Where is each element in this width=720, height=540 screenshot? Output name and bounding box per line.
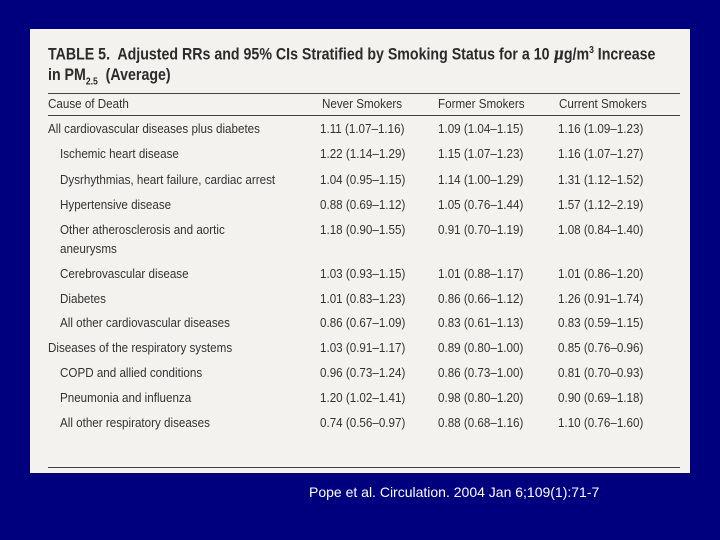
title-pm-sub: 2.5 — [85, 75, 98, 87]
current-smokers-cell: 0.85 (0.76–0.96) — [558, 341, 644, 355]
never-smokers-cell: 0.96 (0.73–1.24) — [320, 366, 406, 380]
table-scan: TABLE 5. Adjusted RRs and 95% CIs Strati… — [30, 29, 690, 473]
header-current-smokers: Current Smokers — [559, 97, 647, 111]
title-line-2: in PM2.5 (Average) — [48, 65, 590, 92]
never-smokers-cell: 1.04 (0.95–1.15) — [320, 173, 406, 187]
never-smokers-cell: 1.20 (1.02–1.41) — [320, 391, 406, 405]
current-smokers-cell: 1.08 (0.84–1.40) — [558, 223, 644, 237]
current-smokers-cell: 0.83 (0.59–1.15) — [558, 316, 644, 330]
never-smokers-cell: 0.74 (0.56–0.97) — [320, 416, 406, 430]
title-end: Increase — [597, 45, 656, 64]
cause-cell: Other atherosclerosis and aortic — [60, 223, 225, 237]
title-unit-sup: 3 — [589, 45, 594, 56]
cause-cell: Pneumonia and influenza — [60, 391, 192, 405]
header-rule — [48, 115, 680, 116]
never-smokers-cell: 1.03 (0.93–1.15) — [320, 267, 406, 281]
header-former-smokers: Former Smokers — [438, 97, 525, 111]
header-cause-of-death: Cause of Death — [48, 97, 129, 111]
current-smokers-cell: 1.01 (0.86–1.20) — [558, 267, 644, 281]
current-smokers-cell: 1.31 (1.12–1.52) — [558, 173, 644, 187]
former-smokers-cell: 1.01 (0.88–1.17) — [438, 267, 524, 281]
current-smokers-cell: 1.16 (1.07–1.27) — [558, 147, 644, 161]
cause-cell: All cardiovascular diseases plus diabete… — [48, 122, 260, 136]
former-smokers-cell: 1.14 (1.00–1.29) — [438, 173, 524, 187]
never-smokers-cell: 1.22 (1.14–1.29) — [320, 147, 406, 161]
cause-cell: Cerebrovascular disease — [60, 267, 189, 281]
current-smokers-cell: 0.81 (0.70–0.93) — [558, 366, 644, 380]
current-smokers-cell: 1.16 (1.09–1.23) — [558, 122, 644, 136]
former-smokers-cell: 0.88 (0.68–1.16) — [438, 416, 524, 430]
cause-cell: COPD and allied conditions — [60, 366, 203, 380]
table-number: TABLE 5. — [48, 45, 111, 64]
former-smokers-cell: 0.91 (0.70–1.19) — [438, 223, 524, 237]
former-smokers-cell: 1.05 (0.76–1.44) — [438, 198, 524, 212]
never-smokers-cell: 0.86 (0.67–1.09) — [320, 316, 406, 330]
never-smokers-cell: 1.01 (0.83–1.23) — [320, 292, 406, 306]
title-unit: g/m — [563, 45, 590, 64]
title-unit-mu: μ — [553, 44, 564, 64]
former-smokers-cell: 1.15 (1.07–1.23) — [438, 147, 524, 161]
cause-cell: Ischemic heart disease — [60, 147, 179, 161]
cause-cell: All other respiratory diseases — [60, 416, 210, 430]
former-smokers-cell: 0.86 (0.66–1.12) — [438, 292, 524, 306]
never-smokers-cell: 1.11 (1.07–1.16) — [320, 122, 405, 136]
table-bottom-rule — [48, 467, 680, 468]
never-smokers-cell: 0.88 (0.69–1.12) — [320, 198, 406, 212]
title-main: Adjusted RRs and 95% CIs Stratified by S… — [117, 45, 550, 64]
cause-cell: Hypertensive disease — [60, 198, 172, 212]
cause-cell: All other cardiovascular diseases — [60, 316, 230, 330]
cause-cell: Diseases of the respiratory systems — [48, 341, 233, 355]
former-smokers-cell: 0.89 (0.80–1.00) — [438, 341, 524, 355]
title-pm: in PM — [48, 65, 86, 84]
current-smokers-cell: 1.57 (1.12–2.19) — [558, 198, 644, 212]
header-never-smokers: Never Smokers — [322, 97, 403, 111]
cause-cell: Dysrhythmias, heart failure, cardiac arr… — [60, 173, 276, 187]
table-top-rule — [48, 93, 680, 94]
never-smokers-cell: 1.03 (0.91–1.17) — [320, 341, 406, 355]
current-smokers-cell: 1.26 (0.91–1.74) — [558, 292, 644, 306]
title-average: (Average) — [105, 65, 171, 84]
citation: Pope et al. Circulation. 2004 Jan 6;109(… — [309, 484, 600, 500]
cause-cell-continued: aneurysms — [60, 242, 117, 256]
former-smokers-cell: 1.09 (1.04–1.15) — [438, 122, 524, 136]
current-smokers-cell: 0.90 (0.69–1.18) — [558, 391, 644, 405]
former-smokers-cell: 0.86 (0.73–1.00) — [438, 366, 524, 380]
never-smokers-cell: 1.18 (0.90–1.55) — [320, 223, 406, 237]
table-title: TABLE 5. Adjusted RRs and 95% CIs Strati… — [48, 41, 655, 92]
former-smokers-cell: 0.98 (0.80–1.20) — [438, 391, 524, 405]
current-smokers-cell: 1.10 (0.76–1.60) — [558, 416, 644, 430]
cause-cell: Diabetes — [60, 292, 106, 306]
former-smokers-cell: 0.83 (0.61–1.13) — [438, 316, 524, 330]
